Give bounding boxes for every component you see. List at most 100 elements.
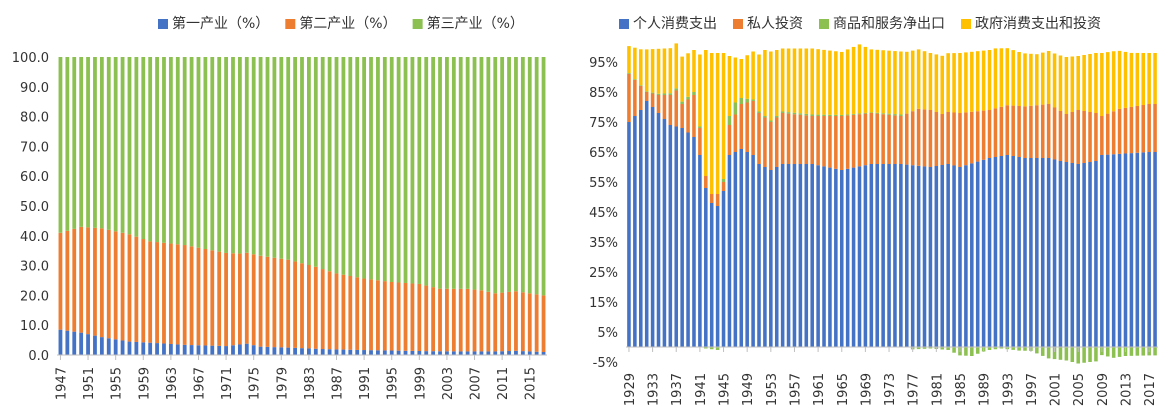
bar-segment (786, 112, 791, 114)
bar-segment (839, 114, 844, 116)
x-tick-label: 1985 (954, 373, 969, 406)
bar-segment (709, 347, 714, 350)
bar-segment (887, 50, 891, 114)
bar-segment (674, 88, 679, 91)
x-axis: 1947 1951 1955 1959 1963 1967 1971 1975 1979 1983… (55, 354, 547, 400)
bar-segment (1017, 157, 1021, 347)
legend-swatch (158, 19, 168, 29)
bar-segment (727, 155, 732, 347)
bar-segment (458, 351, 463, 355)
bar-segment (975, 51, 980, 112)
bar-segment (93, 335, 97, 355)
bar-segment (745, 55, 749, 99)
bar-segment (120, 232, 125, 341)
bar-segment (769, 170, 773, 347)
bar-segment (313, 348, 318, 355)
bar-segment (1141, 347, 1145, 356)
bar-segment (362, 350, 367, 355)
bar-segment (650, 107, 655, 347)
bar-segment (327, 271, 332, 350)
bar-segment (431, 351, 436, 355)
bar-segment (692, 137, 696, 347)
bar-segment (627, 73, 631, 74)
bar-segment (1129, 153, 1134, 348)
legend-label: 商品和服务净出口 (833, 16, 945, 32)
bar-segment (769, 51, 773, 121)
bar-segment (1064, 347, 1069, 361)
bar-segment (1094, 53, 1098, 113)
bar-segment (541, 352, 546, 355)
bar-segment (739, 98, 744, 104)
bar-segment (134, 236, 139, 342)
bar-segment (745, 152, 749, 347)
bar-segment (93, 57, 97, 228)
bar-segment (757, 164, 761, 347)
bar-segment (113, 231, 118, 340)
bar-segment (1135, 105, 1140, 153)
gdp-composition-chart: 个人消费支出 私人投资 商品和服务净出口 政府消费支出和投资 -5% 5% 15% 25% 35… (589, 16, 1158, 406)
x-tick-label: 2017 (1143, 373, 1158, 406)
bar-segment (1011, 347, 1015, 350)
bar-segment (369, 279, 373, 351)
bar-segment (458, 57, 463, 289)
bar-segment (148, 342, 153, 355)
x-tick-label: 1961 (812, 373, 827, 406)
bar-segment (293, 261, 297, 348)
bar-segment (656, 95, 661, 113)
bar-segment (1153, 53, 1157, 104)
bar-segment (293, 57, 297, 262)
bar-segment (987, 50, 992, 110)
bar-segment (905, 113, 909, 165)
bar-segment (686, 96, 690, 100)
bar-segment (134, 341, 139, 355)
bar-segment (857, 113, 862, 115)
legend-item: 第二产业（%） (285, 15, 397, 32)
bar-segment (348, 276, 353, 350)
bar-segment (1129, 106, 1134, 154)
bar-segment (656, 113, 661, 347)
legend-swatch (961, 19, 971, 29)
bar-segment (993, 157, 998, 347)
x-tick-label: 1929 (623, 373, 638, 406)
bar-segment (763, 167, 767, 347)
bar-segment (863, 113, 868, 166)
bar-segment (1023, 106, 1027, 158)
bar-segment (445, 288, 449, 352)
x-tick-label: 1979 (275, 367, 290, 400)
bar-segment (1005, 155, 1010, 347)
bar-segment (893, 51, 897, 115)
bar-segment (851, 167, 856, 347)
legend-swatch (412, 19, 423, 29)
bar-segment (334, 349, 339, 355)
bar-segment (203, 57, 208, 249)
bar-segment (733, 57, 738, 103)
bar-segment (1076, 56, 1080, 110)
bar-segment (810, 48, 814, 115)
bar-segment (828, 50, 832, 115)
bar-segment (389, 350, 394, 355)
bar-segment (1082, 163, 1086, 347)
bar-segment (162, 57, 166, 243)
bar-segment (231, 253, 235, 346)
bar-segment (514, 350, 518, 355)
bar-segment (1058, 347, 1063, 360)
bar-segment (887, 114, 891, 164)
bar-segment (639, 110, 643, 347)
bar-segment (1070, 347, 1075, 362)
bar-segment (964, 165, 968, 347)
bar-segment (721, 53, 726, 179)
bar-segment (822, 114, 826, 116)
bar-segment (958, 113, 962, 167)
bar-segment (1046, 104, 1051, 158)
bar-segment (1064, 162, 1069, 347)
bar-segment (217, 251, 222, 346)
bar-segment (1129, 52, 1134, 107)
bar-segment (99, 228, 104, 338)
bar-segment (527, 351, 532, 355)
bar-segment (465, 351, 470, 355)
bar-segment (1105, 347, 1110, 357)
bar-segment (272, 57, 277, 258)
bar-segment (120, 57, 125, 233)
bar-segment (1147, 152, 1151, 347)
x-tick-label: 1993 (1001, 373, 1016, 406)
